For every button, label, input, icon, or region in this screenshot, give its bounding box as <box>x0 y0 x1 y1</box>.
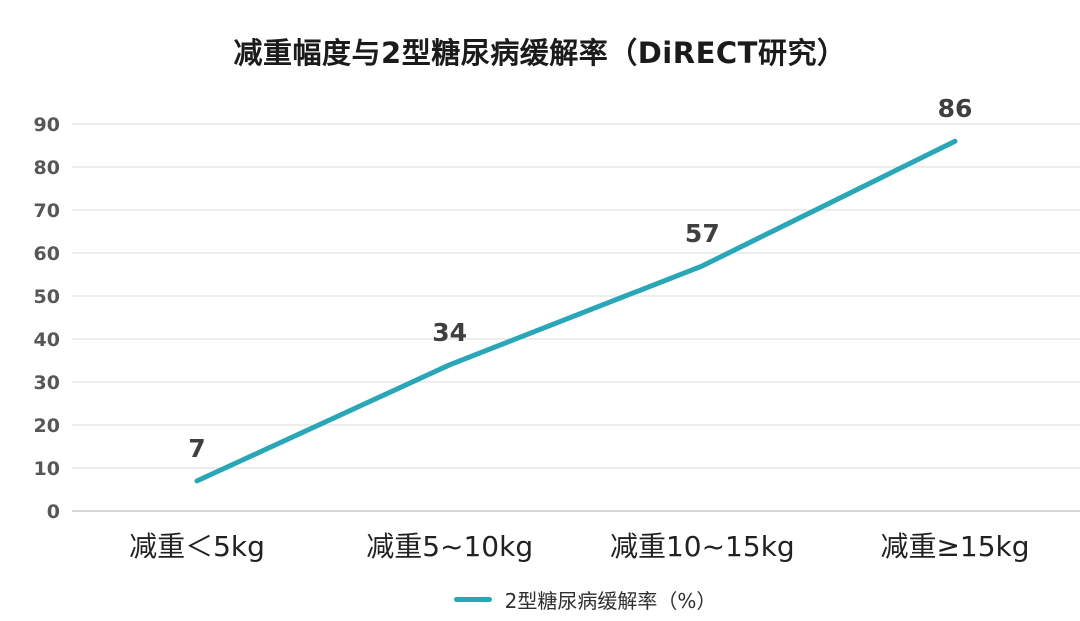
data-label: 57 <box>685 219 720 248</box>
y-tick-label: 40 <box>34 329 60 351</box>
x-tick-label: 减重＜5kg <box>129 530 265 563</box>
legend: 2型糖尿病缓解率（%） <box>90 584 1080 614</box>
y-tick-label: 90 <box>34 114 60 136</box>
y-tick-label: 20 <box>34 415 60 437</box>
y-tick-label: 30 <box>34 372 60 394</box>
data-label: 86 <box>938 94 973 123</box>
y-tick-label: 70 <box>34 200 60 222</box>
x-tick-label: 减重≥15kg <box>880 530 1029 563</box>
legend-label: 2型糖尿病缓解率（%） <box>504 588 717 613</box>
legend-line-swatch <box>453 596 492 602</box>
chart-title: 减重幅度与2型糖尿病缓解率（DiRECT研究） <box>233 36 847 70</box>
y-tick-label: 60 <box>34 243 60 265</box>
y-tick-label: 50 <box>34 286 60 308</box>
y-tick-label: 0 <box>47 501 60 523</box>
data-label: 34 <box>432 318 467 347</box>
x-tick-label: 减重5~10kg <box>366 530 533 563</box>
y-tick-label: 80 <box>34 157 60 179</box>
data-label: 7 <box>188 434 205 463</box>
y-tick-label: 10 <box>34 458 60 480</box>
x-tick-label: 减重10~15kg <box>610 530 795 563</box>
series-line <box>194 138 958 484</box>
